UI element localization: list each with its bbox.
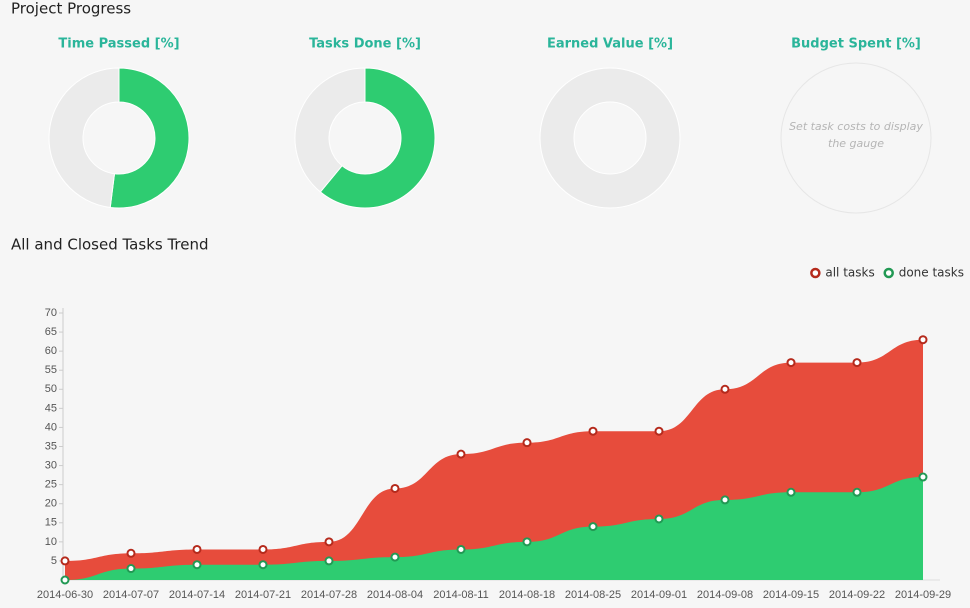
- x-tick-label: 2014-09-08: [697, 589, 753, 601]
- x-tick-label: 2014-07-21: [235, 589, 291, 601]
- point: [126, 548, 136, 558]
- x-tick-label: 2014-08-04: [367, 589, 423, 601]
- x-tick-label: 2014-07-14: [169, 589, 225, 601]
- x-tick-label: 2014-09-29: [895, 589, 951, 601]
- point: [60, 556, 70, 566]
- gauge-title: Tasks Done [%]: [309, 37, 421, 52]
- y-tick-label: 25: [45, 479, 57, 491]
- gauge-title: Earned Value [%]: [547, 37, 673, 52]
- point: [852, 487, 862, 497]
- point: [126, 564, 136, 574]
- gauge-title: Budget Spent [%]: [791, 37, 921, 52]
- gauge-slice: [109, 67, 190, 209]
- y-tick-label: 15: [45, 517, 57, 529]
- point: [192, 560, 202, 570]
- point: [192, 544, 202, 554]
- gauge-slice: [319, 67, 436, 209]
- gauge-message: Set task costs to display the gauge: [789, 120, 923, 150]
- x-tick-label: 2014-08-18: [499, 589, 555, 601]
- point: [588, 426, 598, 436]
- point: [60, 575, 70, 585]
- point: [324, 537, 334, 547]
- y-tick-label: 20: [45, 498, 57, 510]
- point: [786, 358, 796, 368]
- x-tick-label: 2014-08-25: [565, 589, 621, 601]
- point: [522, 537, 532, 547]
- y-tick-label: 60: [45, 345, 57, 357]
- point: [918, 472, 928, 482]
- y-tick-label: 30: [45, 459, 57, 471]
- section-title: Project Progress: [11, 0, 131, 18]
- legend-marker: [810, 267, 821, 279]
- y-tick-label: 5: [51, 555, 57, 567]
- point: [786, 487, 796, 497]
- section-title: All and Closed Tasks Trend: [11, 236, 209, 254]
- point: [588, 522, 598, 532]
- x-tick-label: 2014-09-22: [829, 589, 885, 601]
- point: [918, 335, 928, 345]
- y-tick-label: 65: [45, 326, 57, 338]
- point: [390, 552, 400, 562]
- gauge-slice: [539, 67, 681, 209]
- legend-label: done tasks: [899, 266, 964, 280]
- y-tick-label: 45: [45, 402, 57, 414]
- y-tick-label: 50: [45, 383, 57, 395]
- y-tick-label: 10: [45, 536, 57, 548]
- y-tick-label: 35: [45, 440, 57, 452]
- point: [720, 495, 730, 505]
- x-tick-label: 2014-07-07: [103, 589, 159, 601]
- area: [65, 477, 923, 580]
- x-tick-label: 2014-07-28: [301, 589, 357, 601]
- gauge-message-box: Set task costs to display the gauge: [789, 120, 923, 150]
- x-tick-label: 2014-09-01: [631, 589, 687, 601]
- y-tick-label: 70: [45, 307, 57, 319]
- point: [258, 560, 268, 570]
- point: [852, 358, 862, 368]
- x-tick-label: 2014-09-15: [763, 589, 819, 601]
- legend-marker: [883, 267, 894, 279]
- y-tick-label: 55: [45, 364, 57, 376]
- gauge-slice: [48, 67, 120, 209]
- point: [258, 544, 268, 554]
- point: [522, 438, 532, 448]
- point: [654, 426, 664, 436]
- point: [720, 384, 730, 394]
- point: [456, 449, 466, 459]
- legend-label: all tasks: [825, 266, 874, 280]
- point: [324, 556, 334, 566]
- gauge-slice: [294, 67, 366, 193]
- point: [456, 544, 466, 554]
- gauge-title: Time Passed [%]: [58, 37, 179, 52]
- point: [654, 514, 664, 524]
- gauge-placeholder: [780, 62, 932, 214]
- x-tick-label: 2014-06-30: [37, 589, 93, 601]
- x-tick-label: 2014-08-11: [433, 589, 488, 601]
- y-tick-label: 40: [45, 421, 57, 433]
- point: [390, 483, 400, 493]
